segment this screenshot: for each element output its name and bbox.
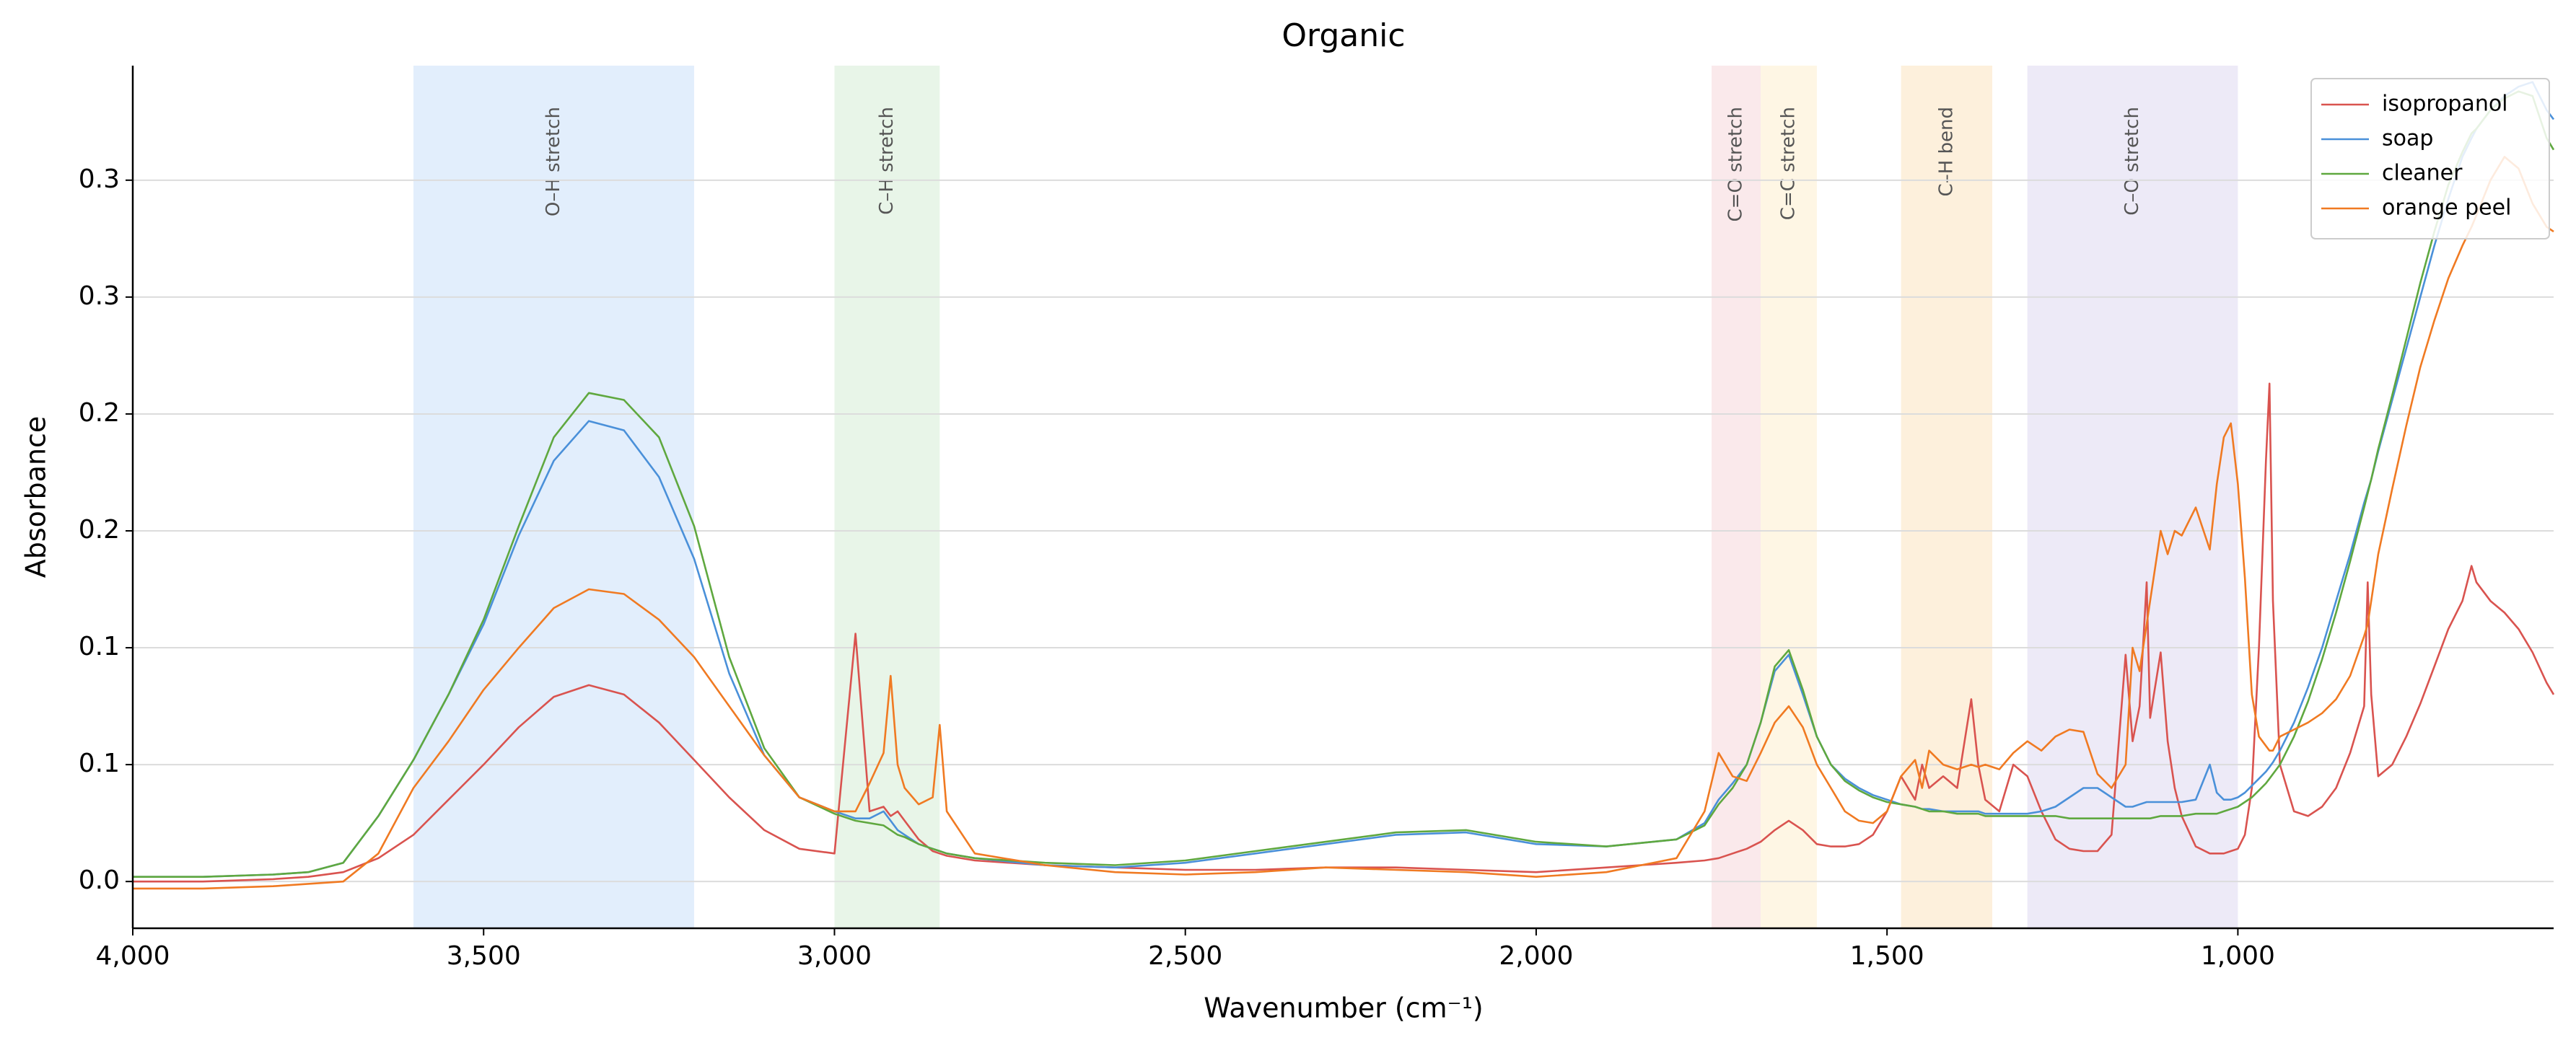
series-line xyxy=(133,382,2555,883)
y-tick-label: 0.2 xyxy=(79,515,120,545)
band xyxy=(413,66,694,928)
x-tick-label: 3,500 xyxy=(447,941,521,971)
x-tick-label: 1,000 xyxy=(2201,941,2275,971)
x-tick-label: 4,000 xyxy=(95,941,170,971)
y-tick-label: 0.1 xyxy=(79,749,120,778)
y-tick-label: 0.2 xyxy=(79,398,120,428)
legend-label: cleaner xyxy=(2382,161,2463,186)
x-axis-label: Wavenumber (cm⁻¹) xyxy=(1204,992,1484,1024)
band xyxy=(834,66,940,928)
x-tick-label: 2,000 xyxy=(1499,941,1573,971)
series-line xyxy=(133,156,2554,890)
band xyxy=(1761,66,1817,928)
x-tick-label: 3,000 xyxy=(797,941,872,971)
band-label: C–H stretch xyxy=(876,107,898,215)
band xyxy=(1712,66,1761,928)
band xyxy=(1901,66,1993,928)
band-label: C–H bend xyxy=(1935,107,1957,196)
legend-label: soap xyxy=(2382,126,2433,151)
legend-label: isopropanol xyxy=(2382,92,2508,117)
chart-title: Organic xyxy=(1282,17,1405,54)
y-tick-label: 0.1 xyxy=(79,632,120,661)
band-label: C–O stretch xyxy=(2121,107,2143,216)
y-tick-label: 0.3 xyxy=(79,281,120,311)
band-label: C=C stretch xyxy=(1778,107,1800,220)
band-label: C=O stretch xyxy=(1725,107,1747,222)
series-line xyxy=(133,90,2555,878)
band-label: O–H stretch xyxy=(543,107,564,216)
x-tick-label: 2,500 xyxy=(1148,941,1222,971)
legend-box xyxy=(2310,78,2550,239)
y-tick-label: 0.3 xyxy=(79,164,120,194)
x-tick-label: 1,500 xyxy=(1850,941,1924,971)
legend-label: orange peel xyxy=(2382,195,2511,221)
y-tick-label: 0.0 xyxy=(79,866,120,895)
y-axis-label: Absorbance xyxy=(20,416,52,578)
legend: isopropanol soap cleaner orange peel xyxy=(2310,78,2550,239)
